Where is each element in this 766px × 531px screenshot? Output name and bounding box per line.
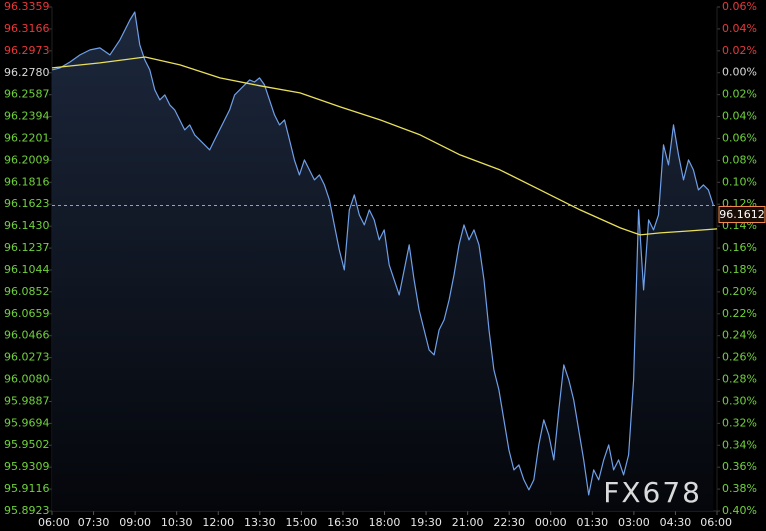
y-tick-label: 96.2009 xyxy=(4,153,50,166)
x-tick-label: 07:30 xyxy=(78,516,110,529)
y2-tick-label: 0.36% xyxy=(722,460,757,473)
y-tick-label: 96.1237 xyxy=(4,241,50,254)
x-tick-label: 04:30 xyxy=(660,516,692,529)
watermark: FX678 xyxy=(603,476,702,509)
y-tick-label: 96.1623 xyxy=(4,197,50,210)
y2-tick-label: 0.32% xyxy=(722,416,757,429)
last-price-box xyxy=(718,205,766,223)
y-tick-label: 96.3166 xyxy=(4,22,50,35)
y2-tick-label: 0.04% xyxy=(722,110,757,123)
y2-tick-label: 0.02% xyxy=(722,44,757,57)
y-tick-label: 95.8923 xyxy=(4,504,50,517)
x-tick-label: 00:00 xyxy=(535,516,567,529)
x-tick-label: 13:30 xyxy=(244,516,276,529)
y2-tick-label: 0.10% xyxy=(722,175,757,188)
y2-tick-label: 0.28% xyxy=(722,373,757,386)
y2-tick-label: 0.22% xyxy=(722,307,757,320)
y2-tick-label: 0.18% xyxy=(722,263,757,276)
x-tick-label: 01:30 xyxy=(576,516,608,529)
x-tick-label: 15:00 xyxy=(286,516,318,529)
y-tick-label: 96.0466 xyxy=(4,329,50,342)
y2-tick-label: 0.00% xyxy=(722,66,757,79)
x-tick-label: 18:00 xyxy=(369,516,401,529)
y2-tick-label: 0.30% xyxy=(722,394,757,407)
x-tick-label: 06:00 xyxy=(38,516,70,529)
y2-tick-label: 0.08% xyxy=(722,153,757,166)
x-tick-label: 03:00 xyxy=(618,516,650,529)
y2-tick-label: 0.34% xyxy=(722,438,757,451)
y2-tick-label: 0.06% xyxy=(722,0,757,13)
last-price-label: 96.1612 xyxy=(719,208,765,221)
y-tick-label: 95.9116 xyxy=(4,482,50,495)
y-tick-label: 96.0852 xyxy=(4,285,50,298)
y-tick-label: 96.2973 xyxy=(4,44,50,57)
y-tick-label: 96.0659 xyxy=(4,307,50,320)
average-line xyxy=(51,56,718,236)
y-tick-label: 96.2780 xyxy=(4,66,50,79)
y-tick-label: 96.1044 xyxy=(4,263,50,276)
y2-tick-label: 0.04% xyxy=(722,22,757,35)
y2-tick-label: 0.20% xyxy=(722,285,757,298)
y-tick-label: 96.0273 xyxy=(4,351,50,364)
y-tick-label: 95.9309 xyxy=(4,460,50,473)
x-tick-label: 06:00 xyxy=(700,516,732,529)
y2-tick-label: 0.02% xyxy=(722,88,757,101)
y2-tick-label: 0.06% xyxy=(722,131,757,144)
y2-tick-label: 0.40% xyxy=(722,504,757,517)
y-tick-label: 96.2201 xyxy=(4,132,50,145)
y-tick-label: 95.9694 xyxy=(4,416,50,429)
y2-tick-label: 0.38% xyxy=(722,482,757,495)
x-tick-label: 21:00 xyxy=(452,516,484,529)
y-tick-label: 95.9502 xyxy=(4,438,50,451)
y-tick-label: 95.9887 xyxy=(4,394,50,407)
x-tick-label: 09:00 xyxy=(119,516,151,529)
x-tick-label: 16:30 xyxy=(327,516,359,529)
y-tick-label: 96.1816 xyxy=(4,175,50,188)
price-line xyxy=(51,11,714,496)
y2-tick-label: 0.26% xyxy=(722,351,757,364)
y2-tick-label: 0.24% xyxy=(722,329,757,342)
y-tick-label: 96.2394 xyxy=(4,110,50,123)
x-tick-label: 10:30 xyxy=(161,516,193,529)
price-area xyxy=(52,12,714,511)
y2-tick-label: 0.16% xyxy=(722,241,757,254)
y-tick-label: 96.0080 xyxy=(4,373,50,386)
y-tick-label: 96.2587 xyxy=(4,88,50,101)
x-tick-label: 12:00 xyxy=(202,516,234,529)
y-tick-label: 96.3359 xyxy=(4,0,50,13)
y-tick-label: 96.1430 xyxy=(4,219,50,232)
x-tick-label: 19:30 xyxy=(410,516,442,529)
x-tick-label: 22:30 xyxy=(493,516,525,529)
